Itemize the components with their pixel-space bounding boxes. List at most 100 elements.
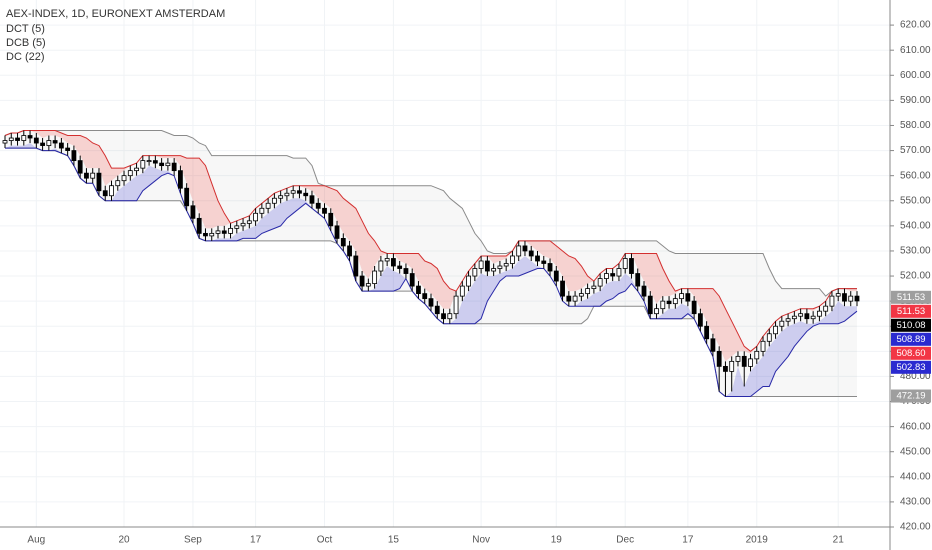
y-tick-label: 550.00 (900, 195, 931, 206)
candle-body (409, 273, 415, 287)
x-tick-label: 2019 (746, 535, 769, 546)
candle-body (246, 220, 252, 224)
candle-body (484, 260, 490, 272)
candle-body (679, 293, 684, 300)
candle-body (8, 137, 14, 141)
candle-body (566, 295, 572, 302)
candle-body (271, 197, 277, 204)
candle-body (453, 295, 459, 315)
candle-body (522, 245, 528, 252)
candle-body (491, 268, 497, 272)
candle-body (591, 285, 597, 289)
candle-body (785, 318, 791, 322)
candle-body (635, 273, 641, 287)
candle-body (40, 142, 45, 146)
candle-body (710, 338, 716, 352)
candle-body (691, 300, 697, 315)
candle-body (152, 160, 158, 164)
candle-body (434, 305, 440, 315)
candle-body (553, 270, 559, 282)
candle-body (478, 260, 484, 269)
candle-body (459, 285, 465, 297)
candle-body (403, 268, 409, 274)
candle-body (234, 225, 240, 229)
price-label: 508.60 (896, 348, 925, 359)
candle-body (2, 140, 8, 144)
candle-body (215, 230, 221, 234)
candle-body (572, 295, 578, 302)
candle-body (735, 355, 741, 362)
candle-body (221, 230, 227, 234)
candle-body (65, 147, 71, 151)
candle-body (178, 170, 183, 189)
candle-body (629, 258, 634, 274)
candle-body (654, 308, 659, 315)
candle-body (541, 260, 547, 264)
candle-body (823, 305, 829, 312)
candle-body (71, 150, 77, 162)
price-label: 472.19 (896, 391, 925, 402)
x-tick-label: Dec (616, 535, 634, 546)
candle-body (647, 295, 653, 315)
x-tick-label: Oct (317, 535, 333, 546)
candle-body (278, 195, 284, 199)
candle-body (729, 360, 735, 372)
candle-body (641, 285, 647, 297)
y-tick-label: 480.00 (900, 371, 931, 382)
price-label-box (891, 332, 931, 346)
price-label-box (891, 389, 931, 403)
candle-body (184, 187, 190, 207)
candle-body (134, 167, 139, 172)
candle-body (741, 355, 747, 367)
y-tick-label: 600.00 (900, 70, 931, 81)
candle-body (372, 270, 378, 284)
y-tick-label: 520.00 (900, 271, 931, 282)
candle-body (848, 295, 854, 302)
y-tick-label: 620.00 (900, 20, 931, 31)
candle-body (52, 140, 58, 144)
candle-body (829, 295, 835, 307)
price-label: 510.08 (896, 320, 925, 331)
price-label: 508.89 (896, 334, 925, 345)
candle-body (510, 255, 515, 264)
candle-body (165, 162, 171, 167)
candle-body (791, 315, 797, 320)
y-tick-label: 540.00 (900, 220, 931, 231)
candle-body (15, 137, 20, 141)
y-tick-label: 430.00 (900, 497, 931, 508)
candle-body (259, 207, 265, 214)
candle-body (760, 340, 766, 352)
candle-body (140, 160, 146, 169)
price-label: 511.53 (897, 306, 925, 317)
candle-body (723, 365, 728, 372)
candle-body (528, 250, 534, 257)
candle-body (604, 273, 609, 279)
y-tick-label: 440.00 (900, 471, 931, 482)
candle-body (303, 192, 309, 197)
candle-body (322, 207, 327, 214)
candle-body (622, 258, 628, 269)
candle-body (159, 162, 165, 167)
channel-upper (4, 130, 857, 352)
candle-body (171, 162, 177, 172)
candle-body (597, 278, 603, 287)
candle-body (297, 190, 302, 194)
candle-body (754, 350, 760, 360)
x-tick-label: 17 (682, 535, 694, 546)
price-label-box (891, 290, 931, 304)
candle-body (697, 313, 703, 327)
candle-body (397, 265, 403, 269)
x-tick-label: 20 (118, 535, 130, 546)
price-label-box (891, 346, 931, 360)
candle-body (290, 190, 296, 194)
candle-body (422, 293, 428, 300)
candle-body (203, 232, 208, 237)
candle-body (666, 300, 672, 305)
y-tick-label: 530.00 (900, 246, 931, 257)
channel-upper (4, 130, 857, 297)
candle-body (685, 293, 691, 302)
candle-body (77, 160, 83, 174)
candle-body (466, 275, 471, 287)
indicator-name: DCB (5) (6, 37, 46, 49)
